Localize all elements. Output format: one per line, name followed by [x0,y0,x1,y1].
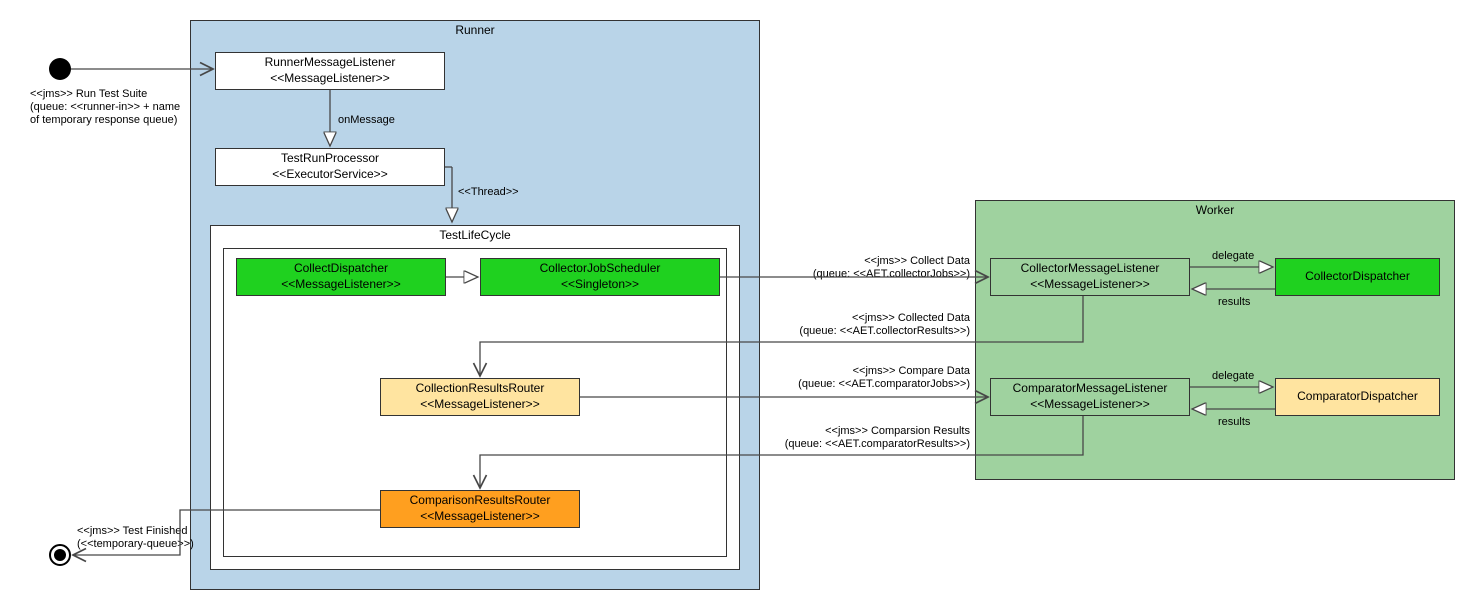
node-title: CollectDispatcher [294,261,388,277]
node-stereo: <<MessageListener>> [420,397,539,413]
comparator-dispatcher: ComparatorDispatcher [1275,378,1440,416]
node-title: ComparatorDispatcher [1297,389,1418,405]
node-stereo: <<MessageListener>> [1030,397,1149,413]
node-title: ComparatorMessageListener [1013,381,1168,397]
compare-data-label: <<jms>> Compare Data (queue: <<AET.compa… [788,365,970,391]
node-stereo: <<ExecutorService>> [272,167,387,183]
delegate2-label: delegate [1212,370,1254,383]
runner-label: Runner [191,21,759,39]
node-title: RunnerMessageListener [265,55,396,71]
worker-label: Worker [976,201,1454,219]
collector-job-scheduler: CollectorJobScheduler <<Singleton>> [480,258,720,296]
worker-container: Worker [975,200,1455,480]
collect-dispatcher: CollectDispatcher <<MessageListener>> [236,258,446,296]
node-title: CollectionResultsRouter [416,381,545,397]
node-title: TestRunProcessor [281,151,379,167]
on-message-label: onMessage [338,114,395,127]
end-node [49,544,71,566]
delegate1-label: delegate [1212,250,1254,263]
test-run-processor: TestRunProcessor <<ExecutorService>> [215,148,445,186]
node-stereo: <<MessageListener>> [1030,277,1149,293]
results1-label: results [1218,296,1250,309]
results2-label: results [1218,416,1250,429]
node-stereo: <<MessageListener>> [270,71,389,87]
run-test-suite-label: <<jms>> Run Test Suite (queue: <<runner-… [30,88,180,128]
collector-dispatcher: CollectorDispatcher [1275,258,1440,296]
node-stereo: <<MessageListener>> [281,277,400,293]
comparison-results-router: ComparisonResultsRouter <<MessageListene… [380,490,580,528]
collector-message-listener: CollectorMessageListener <<MessageListen… [990,258,1190,296]
comparison-results-label: <<jms>> Comparsion Results (queue: <<AET… [775,425,970,451]
thread-label: <<Thread>> [458,186,519,199]
lifecycle-label: TestLifeCycle [211,226,739,244]
node-stereo: <<MessageListener>> [420,509,539,525]
collect-data-label: <<jms>> Collect Data (queue: <<AET.colle… [800,255,970,281]
start-node [49,58,71,80]
collected-data-label: <<jms>> Collected Data (queue: <<AET.col… [790,312,970,338]
node-title: ComparisonResultsRouter [410,493,551,509]
test-finished-label: <<jms>> Test Finished (<<temporary-queue… [77,525,194,551]
collection-results-router: CollectionResultsRouter <<MessageListene… [380,378,580,416]
node-title: CollectorJobScheduler [540,261,661,277]
runner-message-listener: RunnerMessageListener <<MessageListener>… [215,52,445,90]
node-title: CollectorDispatcher [1305,269,1410,285]
comparator-message-listener: ComparatorMessageListener <<MessageListe… [990,378,1190,416]
node-title: CollectorMessageListener [1021,261,1160,277]
node-stereo: <<Singleton>> [561,277,639,293]
